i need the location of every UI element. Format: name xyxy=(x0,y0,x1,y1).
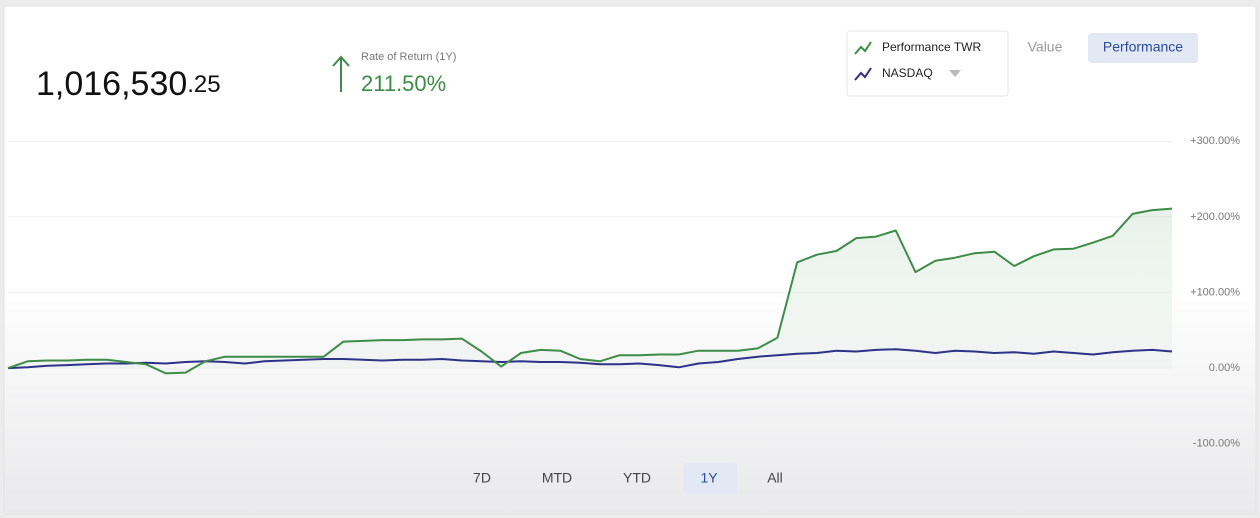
legend-label: Performance TWR xyxy=(882,40,981,54)
series-line xyxy=(7,207,1173,375)
legend-box xyxy=(846,30,1009,97)
legend-icon xyxy=(854,67,872,81)
range-button[interactable]: All xyxy=(767,470,783,486)
y-tick-label: 0.00% xyxy=(1209,362,1240,374)
legend-icon xyxy=(854,41,872,55)
y-tick-label: +100.00% xyxy=(1190,286,1240,298)
range-button[interactable]: YTD xyxy=(623,470,651,486)
view-toggle-button[interactable]: Performance xyxy=(1103,39,1183,55)
range-button[interactable]: MTD xyxy=(542,470,572,486)
y-tick-label: +300.00% xyxy=(1190,135,1240,147)
view-toggle-button[interactable]: Value xyxy=(1028,39,1063,55)
range-button[interactable]: 7D xyxy=(473,470,491,486)
rate-label: Rate of Return (1Y) xyxy=(361,51,456,63)
plot xyxy=(7,140,1173,445)
rate-value: 211.50% xyxy=(361,71,446,96)
value-main: 1,016,530 xyxy=(36,65,187,103)
y-tick-label: +200.00% xyxy=(1190,211,1240,223)
value-cents: .25 xyxy=(187,71,220,98)
range-button[interactable]: 1Y xyxy=(700,470,718,486)
active-view-bg xyxy=(1088,33,1198,63)
portfolio-value: 1,016,530.25 xyxy=(36,65,221,103)
legend-label: NASDAQ xyxy=(882,66,933,80)
active-range-bg xyxy=(683,463,737,494)
up-arrow xyxy=(332,55,350,92)
y-tick-label: -100.00% xyxy=(1193,438,1240,450)
legend-dropdown-caret[interactable] xyxy=(949,70,961,77)
series-area xyxy=(8,208,1172,374)
